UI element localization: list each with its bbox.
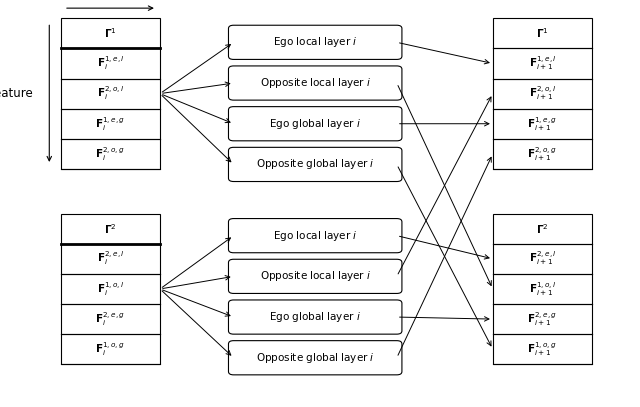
Text: $\mathbf{F}_i^{2,e,l}$: $\mathbf{F}_i^{2,e,l}$	[97, 250, 124, 267]
Text: Opposite local layer $i$: Opposite local layer $i$	[260, 269, 371, 283]
Text: $\mathbf{F}_{i+1}^{1,o,l}$: $\mathbf{F}_{i+1}^{1,o,l}$	[529, 280, 556, 298]
Text: $\mathbf{F}_{i+1}^{2,o,l}$: $\mathbf{F}_{i+1}^{2,o,l}$	[529, 85, 556, 102]
FancyBboxPatch shape	[228, 107, 402, 141]
Text: $\mathbf{\Gamma}^2$: $\mathbf{\Gamma}^2$	[104, 222, 116, 236]
Text: Ego global layer $i$: Ego global layer $i$	[269, 117, 361, 131]
FancyBboxPatch shape	[228, 66, 402, 100]
Text: $\mathbf{F}_i^{1,e,g}$: $\mathbf{F}_i^{1,e,g}$	[95, 115, 125, 133]
Text: Opposite global layer $i$: Opposite global layer $i$	[256, 158, 374, 171]
Text: $\mathbf{\Gamma}^1$: $\mathbf{\Gamma}^1$	[536, 26, 548, 40]
FancyBboxPatch shape	[228, 147, 402, 182]
Text: Opposite global layer $i$: Opposite global layer $i$	[256, 351, 374, 365]
Text: Opposite local layer $i$: Opposite local layer $i$	[260, 76, 371, 90]
Text: Feature: Feature	[0, 87, 33, 100]
Text: $\mathbf{F}_i^{2,o,g}$: $\mathbf{F}_i^{2,o,g}$	[95, 145, 125, 163]
Text: $\mathbf{\Gamma}^1$: $\mathbf{\Gamma}^1$	[104, 26, 116, 40]
FancyBboxPatch shape	[228, 25, 402, 59]
Text: $\mathbf{F}_{i+1}^{2,e,g}$: $\mathbf{F}_{i+1}^{2,e,g}$	[527, 310, 557, 328]
Bar	[61, 214, 160, 364]
Text: $\mathbf{F}_i^{1,e,l}$: $\mathbf{F}_i^{1,e,l}$	[97, 55, 124, 72]
Text: $\mathbf{F}_i^{2,e,g}$: $\mathbf{F}_i^{2,e,g}$	[95, 310, 125, 328]
Bar	[61, 18, 160, 169]
Text: $\mathbf{F}_{i+1}^{2,o,g}$: $\mathbf{F}_{i+1}^{2,o,g}$	[527, 145, 557, 163]
Bar	[493, 18, 592, 169]
Text: $\mathbf{\Gamma}^2$: $\mathbf{\Gamma}^2$	[536, 222, 548, 236]
Text: Ego global layer $i$: Ego global layer $i$	[269, 310, 361, 324]
Text: $\mathbf{F}_i^{1,o,l}$: $\mathbf{F}_i^{1,o,l}$	[97, 280, 124, 298]
FancyBboxPatch shape	[228, 219, 402, 253]
Text: Antenna: Antenna	[92, 0, 141, 1]
Text: $\mathbf{F}_{i+1}^{1,o,g}$: $\mathbf{F}_{i+1}^{1,o,g}$	[527, 340, 557, 358]
Bar	[493, 214, 592, 364]
FancyBboxPatch shape	[228, 259, 402, 293]
Text: $\mathbf{F}_{i+1}^{1,e,g}$: $\mathbf{F}_{i+1}^{1,e,g}$	[527, 115, 557, 133]
Text: Ego local layer $i$: Ego local layer $i$	[273, 229, 357, 243]
Text: $\mathbf{F}_{i+1}^{2,e,l}$: $\mathbf{F}_{i+1}^{2,e,l}$	[529, 250, 556, 267]
FancyBboxPatch shape	[228, 341, 402, 375]
Text: $\mathbf{F}_i^{1,o,g}$: $\mathbf{F}_i^{1,o,g}$	[95, 340, 125, 358]
Text: $\mathbf{F}_{i+1}^{1,e,l}$: $\mathbf{F}_{i+1}^{1,e,l}$	[529, 55, 556, 72]
Text: Ego local layer $i$: Ego local layer $i$	[273, 35, 357, 49]
FancyBboxPatch shape	[228, 300, 402, 334]
Text: $\mathbf{F}_i^{2,o,l}$: $\mathbf{F}_i^{2,o,l}$	[97, 85, 124, 102]
